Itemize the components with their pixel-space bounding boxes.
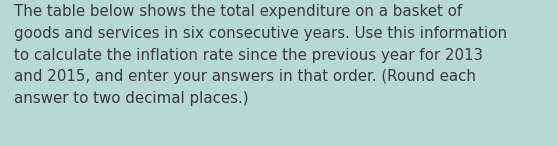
Text: The table below shows the total expenditure on a basket of
goods and services in: The table below shows the total expendit…: [14, 4, 507, 106]
